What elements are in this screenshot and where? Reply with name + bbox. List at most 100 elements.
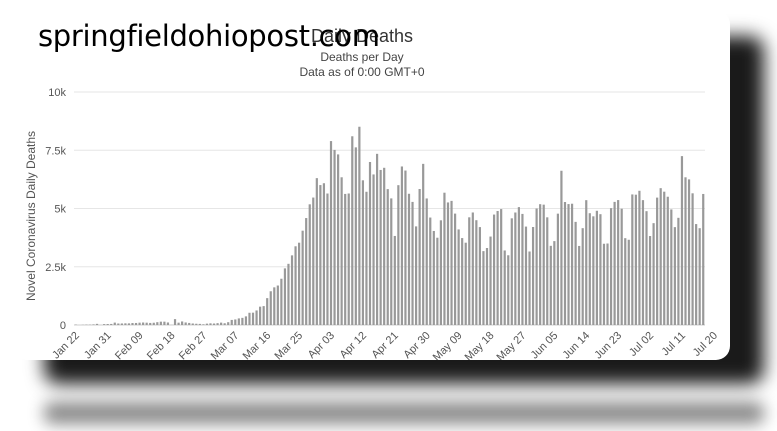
y-tick-label: 2.5k [45,262,66,274]
bar [666,196,669,325]
bar [212,323,216,325]
bar [177,322,180,325]
bar [113,322,116,325]
bar [652,223,655,325]
bar [195,323,198,325]
x-tick-label: Mar 07 [209,330,242,360]
chart-subtitle: Deaths per Day [320,50,403,64]
bar [127,323,131,325]
bar [220,322,223,325]
x-tick-label: Apr 21 [370,330,401,360]
bar [301,230,304,325]
bar [237,318,240,325]
bar [92,324,95,325]
bar [375,153,379,325]
bar [645,211,648,325]
bar [95,323,99,325]
bar [617,200,620,325]
x-tick-label: Feb 09 [113,330,146,360]
bar [485,248,489,325]
bar [400,166,404,325]
bar [344,193,347,325]
bar [223,323,226,325]
bar [397,185,400,325]
x-tick-label: Jul 11 [659,330,688,359]
bar [524,226,528,325]
x-tick-label: Mar 16 [241,330,274,360]
bar [656,197,659,325]
bar [425,198,428,325]
bar [149,322,152,325]
bar [142,322,145,325]
bar [273,287,276,325]
y-axis-ticks: 0 2.5k 5k 7.5k 10k [45,87,66,332]
bar [298,242,301,325]
bar [290,255,294,325]
y-tick-label: 10k [48,87,66,99]
bar [379,169,382,325]
bar [691,193,694,325]
bar [134,322,138,325]
x-tick-label: Mar 25 [273,330,306,360]
bar [418,189,421,325]
x-tick-label: May 27 [495,330,529,360]
bar [166,322,170,325]
y-tick-label: 0 [60,320,66,332]
bar [478,227,481,325]
bar [680,156,684,325]
bar [432,230,435,325]
bar [124,323,127,325]
bar [181,321,184,325]
bar [531,227,535,325]
bar [354,147,357,325]
bar [414,226,418,325]
bar [145,322,148,325]
x-tick-label: May 09 [431,330,465,360]
bar [227,322,230,325]
bar [216,323,219,325]
bar [358,126,361,326]
bar [592,216,595,325]
x-tick-label: May 18 [463,330,497,360]
bar [322,183,326,325]
bar [287,263,290,325]
bar [602,243,606,325]
bar [450,200,453,325]
bar [648,236,652,325]
bar [677,217,680,325]
bar [659,188,662,325]
bar [244,316,248,325]
bar [294,246,297,325]
bar [471,212,474,325]
bar [461,238,464,325]
bar [191,323,194,325]
bar [173,319,177,325]
y-axis-label: Novel Coronavirus Daily Deaths [24,131,38,301]
bar [202,324,205,325]
bar [255,310,258,325]
bar [315,178,318,325]
x-tick-label: Jun 05 [529,330,561,360]
bar [333,149,336,325]
bar [482,251,485,325]
bar [627,239,630,325]
chart-card: 0 2.5k 5k 7.5k 10k Jan 22 Jan 31 Feb 09 Feb 18 F… [12,10,730,360]
x-tick-label: Apr 30 [401,330,432,360]
bar [259,306,262,325]
bar [641,200,645,325]
bar [468,217,471,325]
bar [337,154,340,325]
bar [368,161,372,325]
bar [234,319,237,325]
x-tick-label: Feb 18 [145,330,178,360]
bar [439,220,442,325]
bar [251,312,255,325]
bar [489,236,492,325]
bar [567,204,570,325]
bars [74,126,705,326]
bar [404,170,407,325]
bar [549,245,552,325]
bar [106,324,109,325]
x-tick-label: Apr 12 [338,330,369,360]
bar [560,170,563,325]
